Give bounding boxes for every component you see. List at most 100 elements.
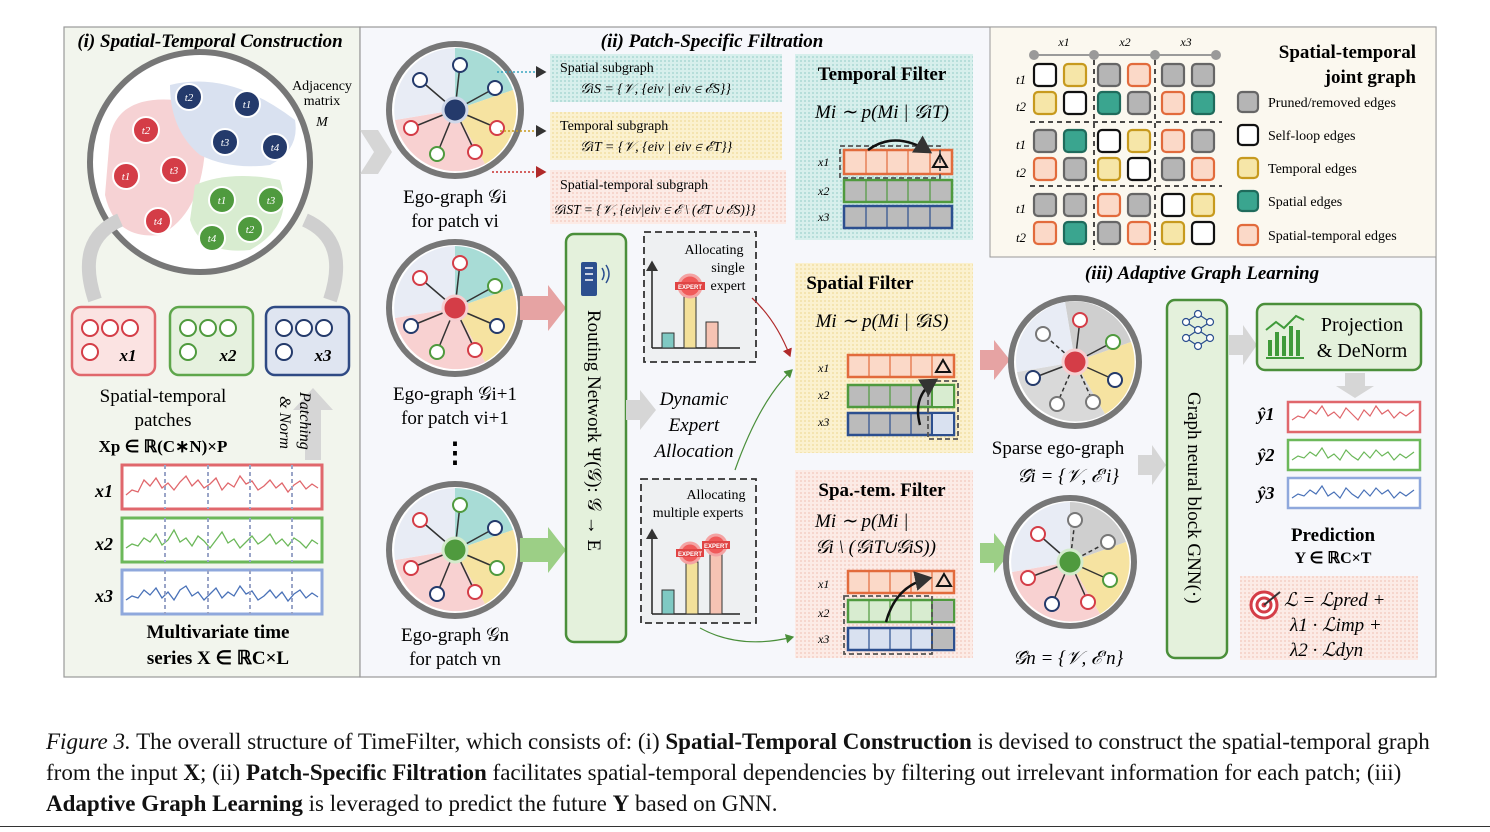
caption-text: The overall structure of TimeFilter, whi… [130, 729, 666, 754]
svg-text:x3: x3 [817, 415, 829, 429]
svg-text:t4: t4 [271, 142, 280, 154]
caption-text: is devised to construct the spatial-temp… [46, 729, 1430, 785]
patch-box-x3: x3 [264, 305, 351, 377]
joint-cell [1160, 156, 1186, 182]
sparse-formula: 𝒢̂i = {𝒱, ℰ′i} [1017, 466, 1119, 487]
svg-text:t3: t3 [221, 137, 230, 149]
svg-text:x3: x3 [817, 210, 829, 224]
section-title-1: (i) Spatial-Temporal Construction [77, 31, 342, 52]
caption-bold: Spatial-Temporal Construction [665, 729, 972, 754]
joint-cell [1190, 90, 1216, 116]
svg-text:x3: x3 [817, 632, 829, 646]
spatial-subgraph-box [550, 54, 782, 102]
adjacency-label: matrix [304, 94, 341, 109]
joint-row-label: t2 [1016, 165, 1027, 180]
dynamic-text: Allocation [652, 441, 733, 462]
joint-cell [1126, 90, 1152, 116]
dynamic-text: Dynamic [659, 389, 729, 410]
svg-text:t1: t1 [122, 171, 131, 183]
bottom-rule [0, 826, 1490, 827]
alloc-multi-bar [685, 561, 699, 615]
alloc-multi-text: multiple experts [653, 506, 744, 521]
gnn-block [1165, 298, 1229, 660]
joint-cell [1126, 128, 1152, 154]
st-filter-formula: 𝒢i \ (𝒢iT∪𝒢iS)) [815, 537, 936, 558]
joint-cell [1062, 90, 1088, 116]
node-navy: t1 [233, 90, 261, 118]
patching-label: Patching [296, 391, 313, 450]
sparse-formula: 𝒢̂n = {𝒱, ℰ′n} [1013, 648, 1124, 669]
svg-text:x2: x2 [817, 184, 829, 198]
ego-label: Ego-graph 𝒢i+1 [393, 384, 517, 405]
curved-arrow [81, 213, 124, 303]
alloc-single-bar [705, 321, 719, 349]
svg-text:t3: t3 [170, 165, 179, 177]
joint-cell [1032, 156, 1058, 182]
joint-axis-dot [1029, 50, 1039, 60]
patches-label: Spatial-temporal [100, 386, 227, 407]
joint-cell [1032, 62, 1058, 88]
adjacency-label: Adjacency [292, 79, 352, 94]
ego-graph-n [386, 481, 524, 619]
node-green: t4 [198, 224, 226, 252]
svg-text:t1: t1 [243, 99, 252, 111]
arrow-to-spatial-filter [751, 297, 792, 358]
joint-cell [1190, 220, 1216, 246]
ego-graph-i [386, 41, 524, 179]
neural-network-icon [1181, 309, 1215, 351]
temporal-filter-title: Temporal Filter [818, 64, 947, 85]
joint-cell [1062, 128, 1088, 154]
legend-label: Temporal edges [1268, 162, 1357, 177]
svg-text:x2: x2 [219, 346, 238, 365]
st-filter-title: Spa.-tem. Filter [818, 480, 946, 501]
joint-axis-dot [1211, 50, 1221, 60]
svg-text:x2: x2 [94, 534, 113, 554]
node-green: t2 [236, 215, 264, 243]
ego-label: for patch vn [409, 649, 501, 670]
router-icon [581, 262, 610, 296]
st-subgraph-box [550, 170, 786, 224]
joint-cell [1126, 62, 1152, 88]
routing-network [564, 232, 628, 644]
st-filter-formula: Mi ∼ p(Mi | [814, 511, 908, 532]
legend-swatch [1236, 90, 1260, 114]
mts-label: series X ∈ ℝC×L [147, 648, 289, 669]
output-series-y1 [1286, 400, 1422, 434]
svg-text:x1: x1 [94, 481, 113, 501]
joint-cell [1062, 192, 1088, 218]
arrow-ego-to-router [520, 527, 566, 573]
svg-text:x2: x2 [817, 388, 829, 402]
patching-arrow [293, 388, 333, 460]
svg-text:x1: x1 [817, 361, 829, 375]
node-green: t3 [257, 186, 285, 214]
series-x3: x3 [94, 568, 324, 616]
joint-cell [1062, 156, 1088, 182]
joint-cell [1190, 62, 1216, 88]
curved-arrow [301, 213, 344, 303]
svg-text:x1: x1 [817, 155, 829, 169]
dynamic-text: Expert [668, 415, 720, 436]
output-label: ŷ3 [1256, 483, 1275, 503]
svg-text:t2: t2 [246, 224, 255, 236]
caption-text: based on GNN. [629, 791, 778, 816]
joint-axis-dot [1089, 50, 1099, 60]
svg-text:t2: t2 [185, 92, 194, 104]
arrow-to-st-filter [699, 627, 795, 644]
caption-text: facilitates spatial-temporal dependencie… [486, 760, 1402, 785]
caption-text: ; (ii) [199, 760, 246, 785]
joint-cell [1032, 220, 1058, 246]
svg-text:x1: x1 [119, 346, 137, 365]
adjacency-symbol: M [315, 115, 329, 130]
dynamic-arrow [626, 390, 656, 430]
legend-label: Spatial-temporal edges [1268, 229, 1397, 244]
timefilter-architecture-diagram: (i) Spatial-Temporal Construction (ii) P… [63, 26, 1437, 678]
projection-label: Projection [1321, 314, 1403, 336]
joint-cell [1190, 192, 1216, 218]
caption-bold: Y [612, 791, 630, 816]
sparse-label: Sparse ego-graph [992, 438, 1125, 459]
ego-label: Ego-graph 𝒢i [403, 187, 507, 208]
node-red: t2 [132, 116, 160, 144]
section-title-2: (ii) Patch-Specific Filtration [601, 31, 824, 52]
svg-text:t4: t4 [154, 216, 163, 228]
joint-cell [1032, 128, 1058, 154]
